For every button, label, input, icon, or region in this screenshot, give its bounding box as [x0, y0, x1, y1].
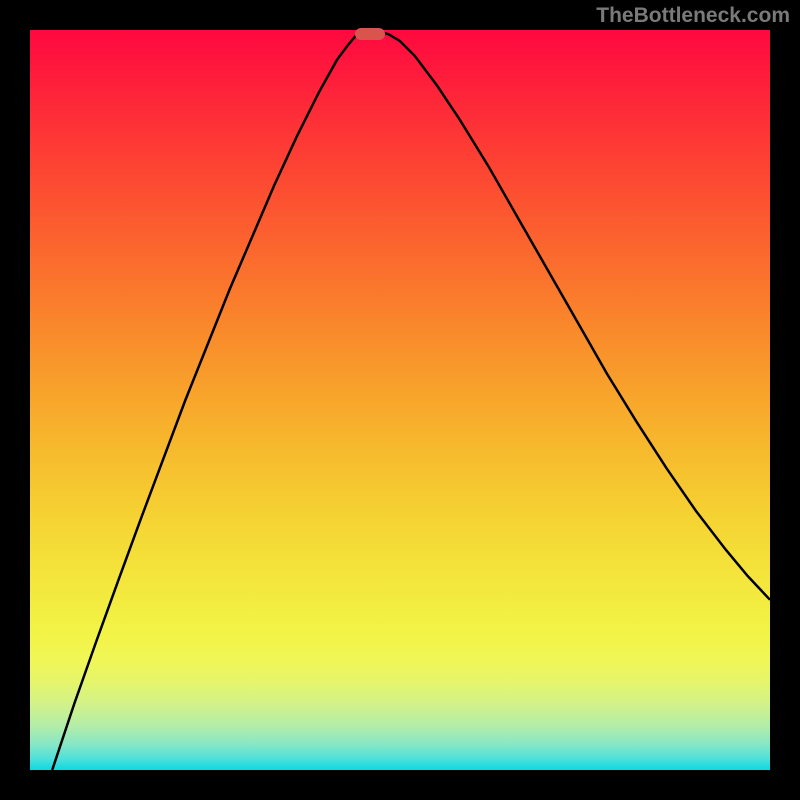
chart-container: TheBottleneck.com — [0, 0, 800, 800]
optimal-marker — [355, 28, 385, 40]
bottleneck-curve — [30, 30, 770, 770]
plot-area — [30, 30, 770, 770]
watermark-text: TheBottleneck.com — [596, 4, 790, 28]
